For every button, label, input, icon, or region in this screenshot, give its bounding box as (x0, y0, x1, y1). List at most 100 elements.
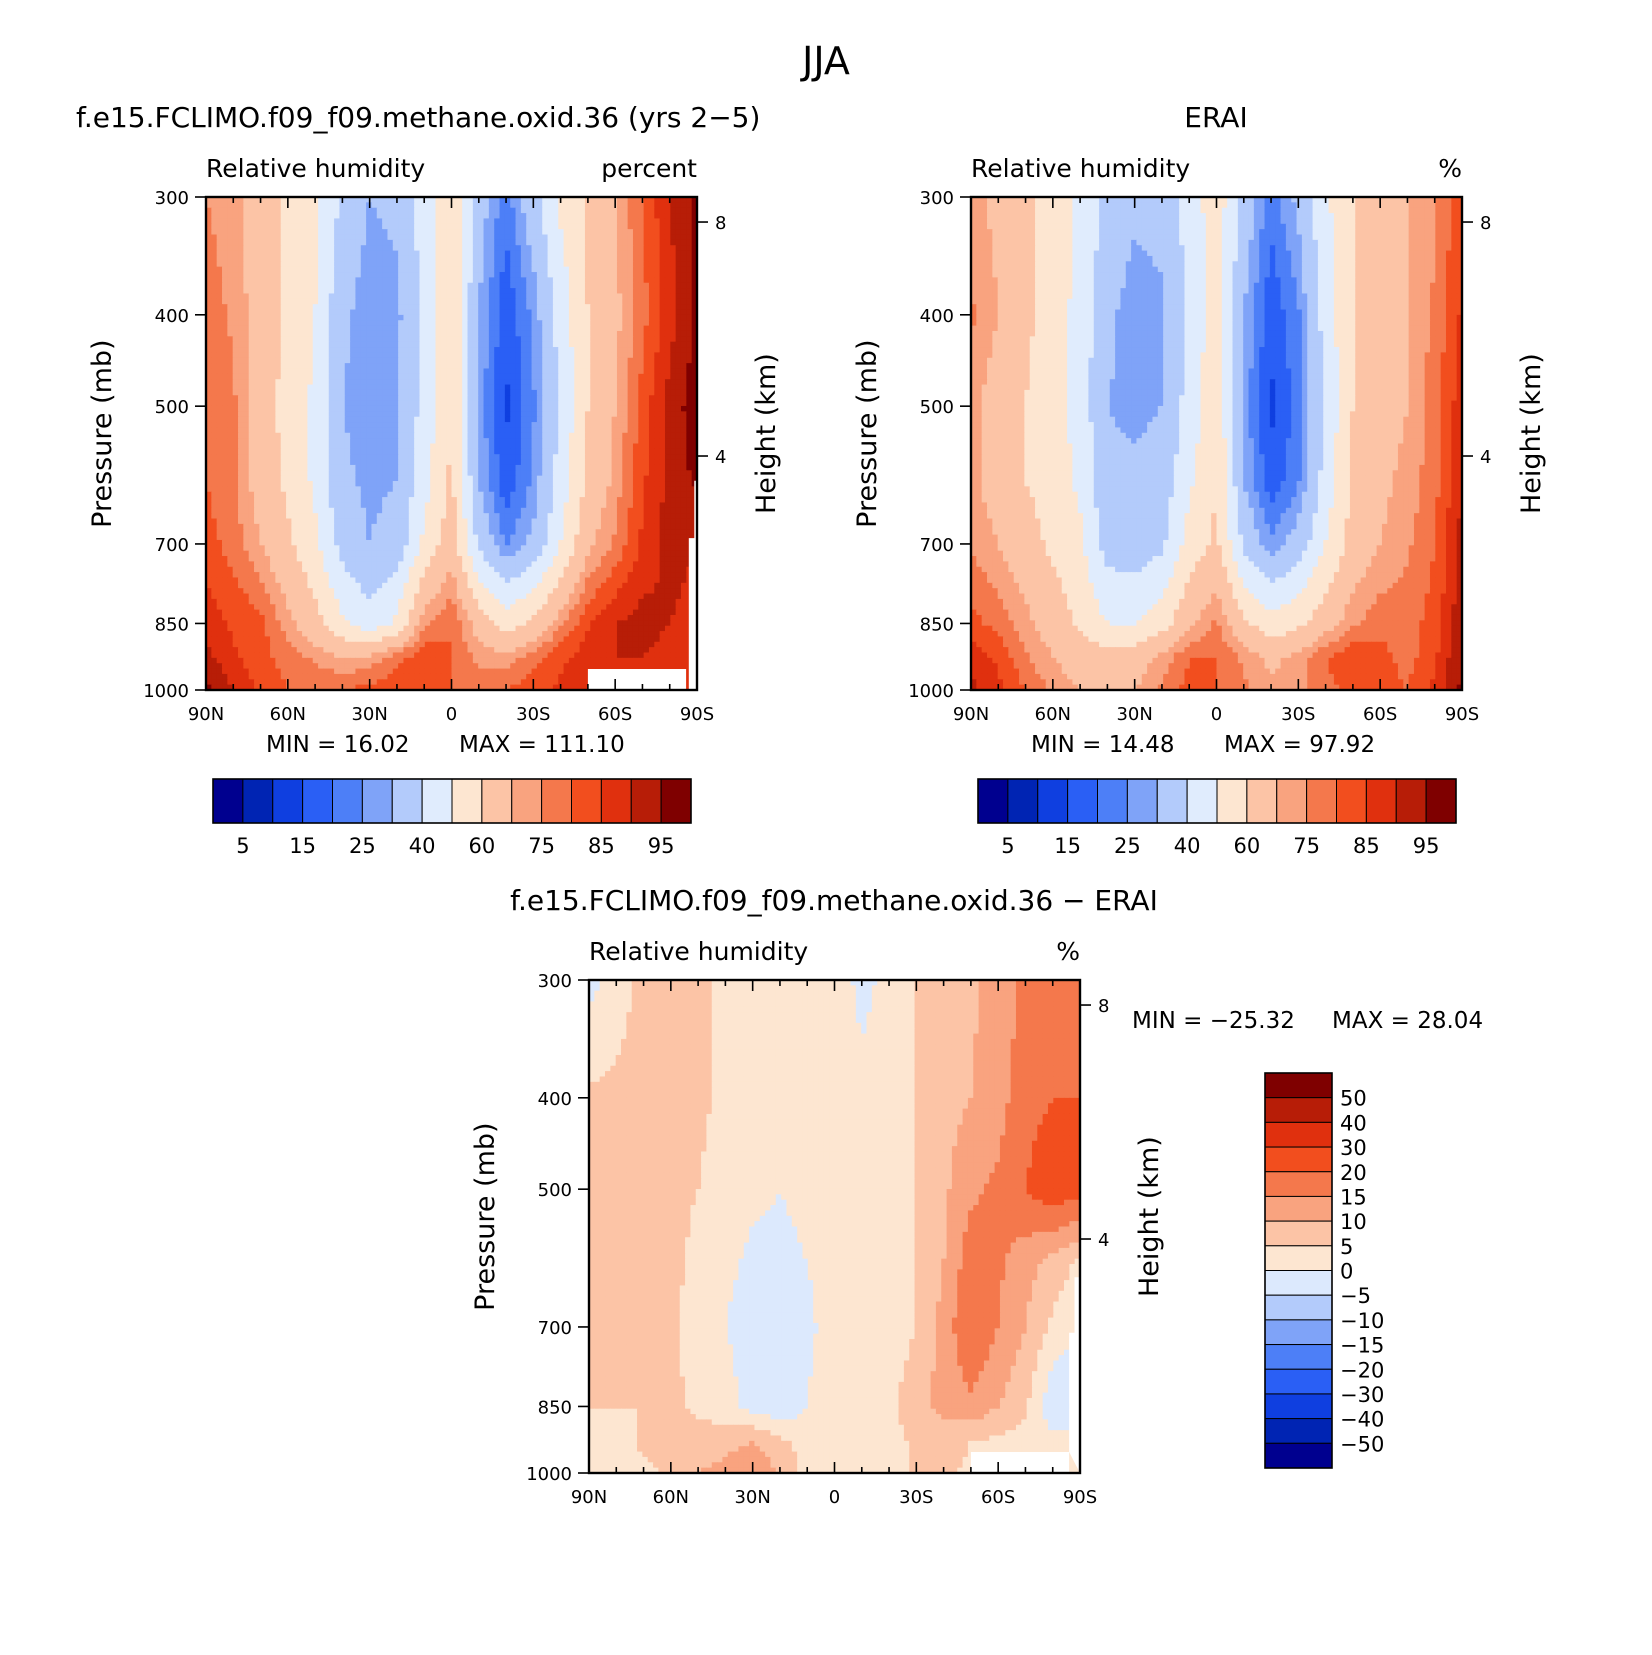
heatmap-cell (232, 272, 239, 278)
heatmap-cell (446, 320, 453, 327)
heatmap-cell (446, 288, 453, 295)
heatmap-cell (211, 475, 218, 482)
heatmap-cell (408, 395, 415, 402)
heatmap-cell (691, 379, 698, 386)
heatmap-cell (590, 384, 597, 391)
heatmap-cell (366, 411, 373, 418)
heatmap-cell (462, 320, 469, 327)
heatmap-cell (376, 239, 383, 246)
heatmap-cell (360, 443, 367, 450)
heatmap-cell (275, 239, 282, 246)
heatmap-cell (483, 266, 490, 273)
heatmap-cell (547, 336, 554, 343)
heatmap-cell (638, 207, 645, 214)
heatmap-cell (595, 325, 602, 332)
heatmap-cell (243, 309, 250, 316)
heatmap-cell (424, 448, 431, 455)
heatmap-cell (686, 459, 693, 466)
heatmap-cell (627, 481, 634, 487)
heatmap-cell (531, 454, 538, 461)
heatmap-cell (248, 293, 255, 300)
heatmap-cell (536, 207, 543, 214)
heatmap-cell (659, 363, 666, 370)
heatmap-cell (227, 373, 234, 380)
heatmap-cell (606, 438, 613, 445)
heatmap-cell (291, 389, 298, 396)
heatmap-cell (478, 363, 485, 370)
heatmap-cell (222, 411, 228, 418)
heatmap-cell (216, 320, 223, 327)
heatmap-cell (302, 368, 309, 375)
heatmap-cell (264, 454, 271, 461)
heatmap-cell (504, 432, 511, 439)
heatmap-cell (451, 422, 458, 429)
heatmap-cell (328, 400, 335, 407)
heatmap-cell (558, 363, 565, 370)
heatmap-cell (568, 454, 575, 461)
heatmap-cell (398, 427, 405, 434)
heatmap-cell (483, 357, 490, 364)
heatmap-cell (675, 464, 682, 471)
heatmap-cell (456, 416, 463, 423)
heatmap-cell (563, 438, 570, 445)
heatmap-cell (595, 223, 602, 230)
heatmap-cell (670, 304, 677, 311)
heatmap-cell (216, 277, 223, 284)
heatmap-cell (504, 304, 511, 311)
heatmap-cell (360, 384, 367, 391)
heatmap-cell (611, 261, 618, 268)
heatmap-cell (360, 427, 367, 434)
heatmap-cell (462, 481, 469, 487)
heatmap-cell (488, 475, 495, 482)
heatmap-cell (638, 422, 645, 429)
heatmap-cell (654, 416, 661, 423)
heatmap-cell (590, 223, 597, 230)
heatmap-cell (451, 416, 458, 423)
heatmap-cell (360, 207, 367, 214)
heatmap-cell (510, 443, 517, 450)
heatmap-cell (536, 293, 543, 300)
heatmap-cell (579, 448, 586, 455)
heatmap-cell (478, 454, 485, 461)
heatmap-cell (664, 400, 671, 407)
heatmap-cell (590, 373, 597, 380)
heatmap-cell (355, 288, 362, 295)
heatmap-cell (403, 411, 410, 418)
heatmap-cell (366, 213, 373, 220)
heatmap-cell (398, 400, 405, 407)
heatmap-cell (648, 470, 655, 477)
heatmap-cell (552, 427, 559, 434)
heatmap-cell (392, 427, 399, 434)
heatmap-cell (419, 363, 426, 370)
heatmap-cell (414, 202, 421, 209)
heatmap-cell (371, 352, 378, 359)
heatmap-cell (232, 277, 239, 284)
heatmap-cell (536, 320, 543, 327)
heatmap-cell (302, 481, 309, 487)
heatmap-cell (515, 314, 522, 321)
heatmap-cell (691, 411, 698, 418)
heatmap-cell (664, 298, 671, 305)
heatmap-cell (270, 416, 276, 423)
heatmap-cell (664, 325, 671, 332)
heatmap-cell (579, 202, 586, 209)
heatmap-cell (206, 475, 212, 482)
heatmap-cell (446, 250, 453, 257)
heatmap-cell (542, 389, 549, 396)
heatmap-cell (355, 454, 362, 461)
heatmap-cell (446, 443, 453, 450)
heatmap-cell (638, 368, 645, 375)
heatmap-cell (574, 298, 581, 305)
heatmap-cell (371, 368, 378, 375)
heatmap-cell (371, 223, 378, 230)
heatmap-cell (531, 202, 538, 209)
heatmap-cell (675, 373, 682, 380)
heatmap-cell (350, 213, 357, 220)
heatmap-cell (419, 336, 426, 343)
heatmap-cell (344, 368, 351, 375)
heatmap-cell (227, 336, 234, 343)
heatmap-cell (654, 454, 661, 461)
heatmap-cell (264, 427, 271, 434)
heatmap-cell (670, 336, 677, 343)
heatmap-cell (424, 384, 431, 391)
